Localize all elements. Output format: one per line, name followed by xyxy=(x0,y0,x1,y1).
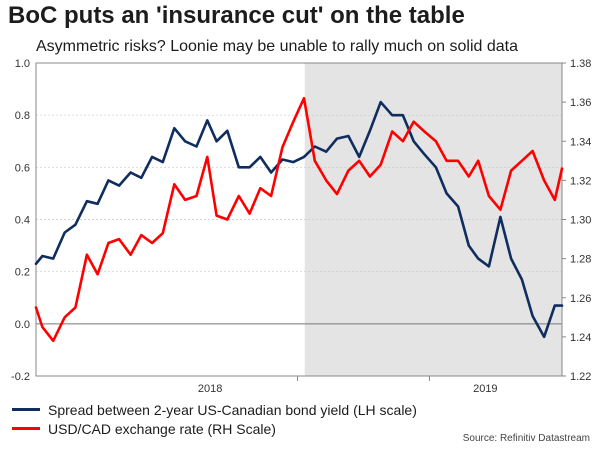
right-axis-tick-label: 1.32 xyxy=(570,175,591,187)
right-axis-tick-label: 1.28 xyxy=(570,254,591,266)
right-axis-tick-label: 1.22 xyxy=(570,371,591,383)
source-note: Source: Refinitiv Datastream xyxy=(462,433,590,444)
legend-label-spread: Spread between 2-year US-Canadian bond y… xyxy=(48,401,417,418)
legend-item-spread: Spread between 2-year US-Canadian bond y… xyxy=(12,400,417,419)
right-axis-tick-label: 1.26 xyxy=(570,293,591,305)
right-axis-tick-label: 1.34 xyxy=(570,136,591,148)
legend-swatch-usdcad xyxy=(12,427,40,430)
left-axis-tick-label: 0.0 xyxy=(15,319,30,331)
left-axis-tick-label: 0.2 xyxy=(15,267,30,279)
left-axis-tick-label: 1.0 xyxy=(15,58,30,70)
left-axis-tick-label: -0.2 xyxy=(11,371,30,383)
left-axis-tick-label: 0.8 xyxy=(15,110,30,122)
series-line-spread xyxy=(34,100,564,339)
right-axis-tick-label: 1.24 xyxy=(570,332,591,344)
chart-subtitle: Asymmetric risks? Loonie may be unable t… xyxy=(36,38,518,55)
legend-swatch-spread xyxy=(12,408,40,411)
chart-title: BoC puts an 'insurance cut' on the table xyxy=(8,2,465,29)
legend-item-usdcad: USD/CAD exchange rate (RH Scale) xyxy=(12,419,417,438)
legend: Spread between 2-year US-Canadian bond y… xyxy=(12,400,417,438)
x-axis-tick-label: 2019 xyxy=(473,383,497,395)
left-axis-tick-label: 0.4 xyxy=(15,215,30,227)
x-axis-tick-label: 2018 xyxy=(198,383,222,395)
legend-label-usdcad: USD/CAD exchange rate (RH Scale) xyxy=(48,420,276,437)
series-line-usdcad xyxy=(34,96,564,343)
left-axis-tick-label: 0.6 xyxy=(15,162,30,174)
right-axis-tick-label: 1.36 xyxy=(570,97,591,109)
right-axis-tick-label: 1.30 xyxy=(570,215,591,227)
right-axis-tick-label: 1.38 xyxy=(570,58,591,70)
